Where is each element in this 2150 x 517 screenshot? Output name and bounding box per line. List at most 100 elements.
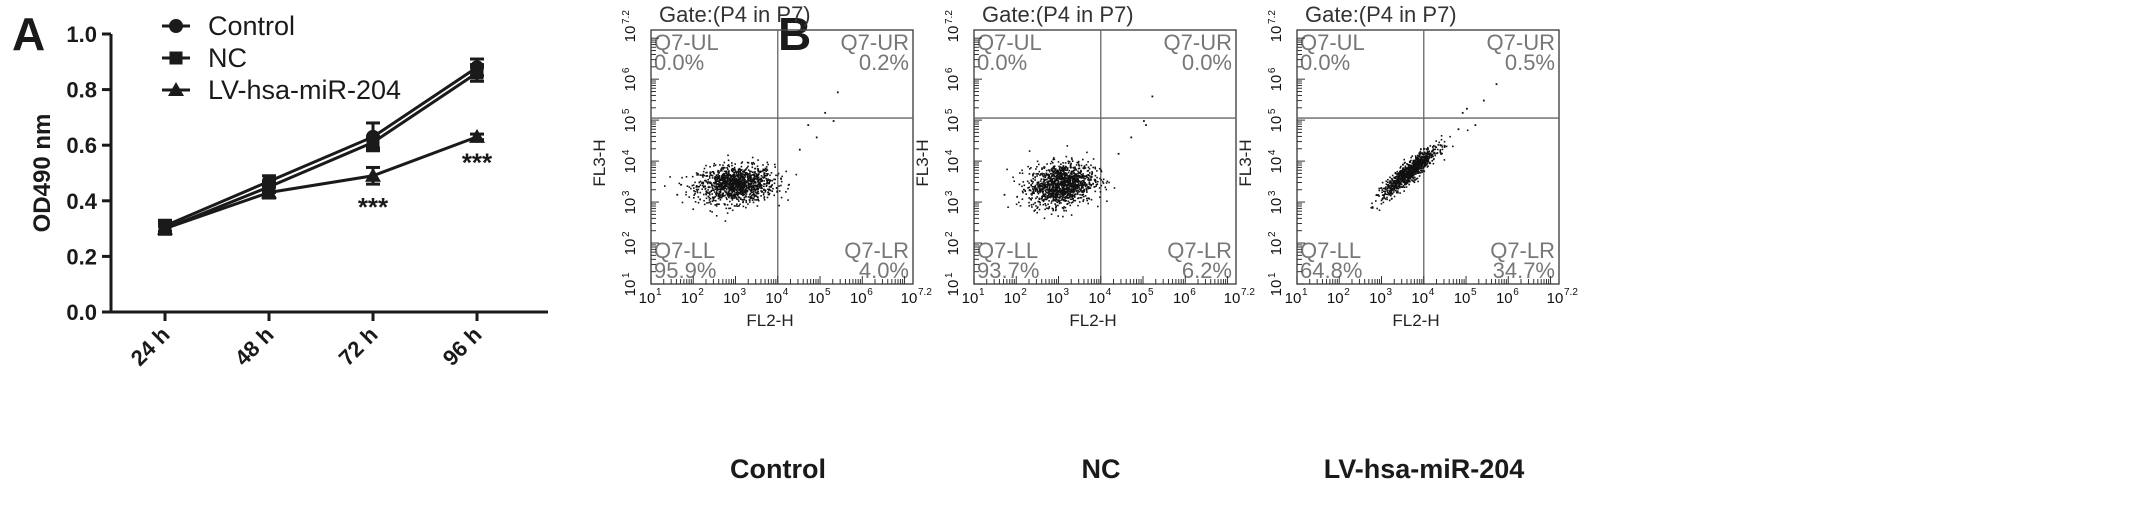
event-dot	[733, 197, 735, 199]
event-dot	[696, 190, 698, 192]
event-dot	[704, 187, 707, 190]
event-dot	[750, 186, 752, 188]
event-dot	[1399, 183, 1402, 186]
event-dot	[1048, 192, 1051, 194]
event-dot	[703, 199, 705, 202]
event-dot	[740, 172, 742, 174]
event-dot	[688, 196, 690, 198]
event-dot	[746, 161, 749, 164]
event-dot	[1413, 162, 1416, 165]
event-dot	[1039, 173, 1042, 175]
event-dot	[1068, 201, 1071, 204]
event-dot	[1061, 191, 1064, 194]
event-dot	[699, 174, 702, 176]
quadrant-name-ul: Q7-UL	[1300, 30, 1365, 55]
event-dot	[1070, 214, 1073, 216]
event-dot	[1033, 172, 1035, 175]
event-dot	[730, 175, 732, 177]
event-dot	[739, 185, 741, 188]
event-dot	[742, 179, 745, 182]
event-dot	[735, 180, 737, 183]
event-dot	[1403, 177, 1405, 179]
event-dot	[749, 182, 752, 185]
event-dot	[714, 175, 716, 178]
event-dot	[731, 189, 733, 191]
event-dot	[770, 185, 773, 187]
event-dot	[1094, 179, 1097, 182]
event-dot	[1033, 192, 1035, 194]
event-dot	[1048, 175, 1051, 178]
event-dot	[1414, 159, 1416, 162]
event-dot	[742, 170, 745, 173]
event-dot	[1054, 189, 1056, 191]
event-dot	[729, 179, 732, 181]
event-dot	[1071, 201, 1074, 203]
event-dot	[723, 174, 725, 177]
event-dot	[1091, 173, 1093, 176]
event-dot	[721, 179, 724, 181]
event-dot	[1421, 169, 1423, 171]
event-dot	[1070, 196, 1072, 198]
event-dot	[1067, 189, 1070, 192]
x-tick-label: 10	[723, 290, 740, 307]
event-dot	[748, 188, 750, 190]
event-dot	[737, 193, 740, 195]
event-dot	[1063, 187, 1065, 190]
event-dot	[1085, 175, 1088, 178]
event-dot	[1041, 191, 1044, 193]
event-dot	[751, 191, 754, 193]
x-tick-label: 10	[1131, 290, 1148, 307]
x-tick-exponent: 5	[825, 287, 831, 298]
event-dot	[1075, 186, 1078, 189]
event-dot	[1047, 207, 1050, 210]
event-dot	[720, 188, 722, 190]
event-dot	[736, 203, 738, 205]
event-dot	[742, 205, 745, 208]
event-dot	[1410, 170, 1413, 172]
event-dot	[1431, 150, 1433, 153]
event-dot	[1400, 182, 1402, 185]
event-dot	[1066, 195, 1068, 197]
event-dot	[1037, 182, 1039, 184]
event-dot	[1036, 190, 1039, 192]
event-dot	[736, 182, 739, 185]
event-dot	[1022, 191, 1024, 194]
event-dot	[1070, 166, 1072, 168]
event-dot	[732, 186, 734, 189]
event-dot	[1376, 207, 1378, 210]
event-dot	[1044, 184, 1047, 186]
event-dot	[1407, 173, 1410, 176]
event-dot	[694, 181, 696, 184]
event-dot	[735, 179, 737, 181]
event-dot	[1019, 205, 1022, 207]
quadrant-value-ur: 0.0%	[1182, 50, 1232, 75]
event-dot	[1439, 150, 1441, 152]
event-dot	[1402, 167, 1404, 170]
event-dot	[727, 183, 730, 185]
event-dot	[1100, 169, 1102, 171]
event-dot	[681, 201, 684, 204]
event-dot	[1022, 181, 1025, 183]
event-dot	[1088, 167, 1091, 170]
quadrant-name-ll: Q7-LL	[977, 238, 1038, 263]
quadrant-name-ul: Q7-UL	[977, 30, 1042, 55]
event-dot	[1038, 183, 1040, 186]
event-dot	[1081, 191, 1084, 193]
event-dot	[1053, 178, 1056, 180]
event-dot	[735, 171, 737, 173]
quadrant-value-lr: 4.0%	[859, 258, 909, 283]
x-tick-label: 10	[1224, 290, 1241, 307]
event-dot	[1029, 198, 1032, 200]
event-dot	[702, 173, 704, 176]
event-dot	[777, 172, 780, 175]
event-dot	[722, 187, 724, 189]
event-dot	[723, 180, 725, 182]
event-dot	[729, 200, 731, 203]
event-dot	[1099, 196, 1101, 198]
event-dot	[1064, 183, 1067, 185]
event-dot	[1418, 154, 1421, 156]
event-dot	[1029, 189, 1032, 192]
event-dot	[785, 191, 787, 193]
event-dot	[1034, 179, 1036, 181]
event-dot	[1054, 175, 1056, 178]
